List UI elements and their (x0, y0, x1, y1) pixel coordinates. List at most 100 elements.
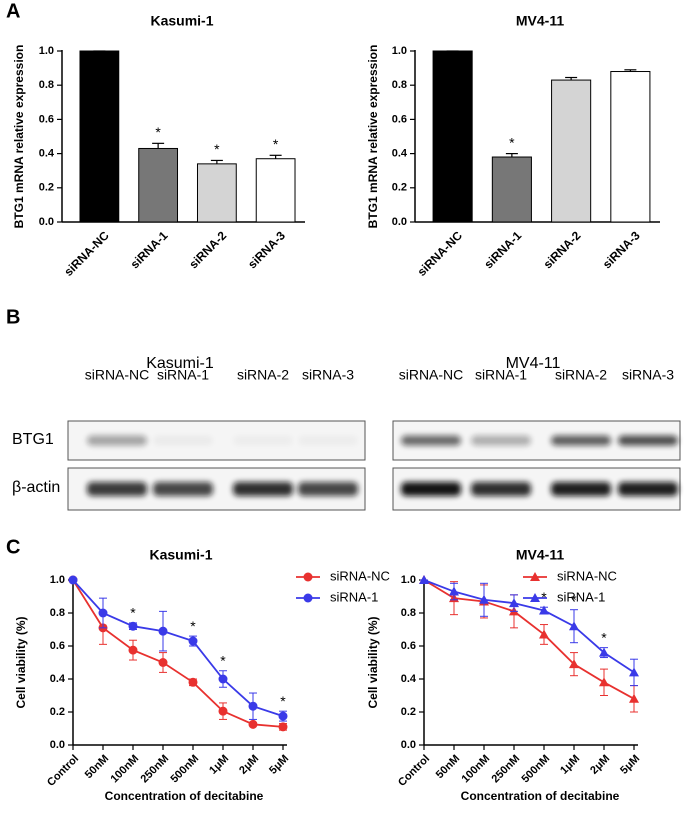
x-tick-label: 100nM (459, 753, 492, 786)
blot-band (153, 435, 213, 446)
series-line (72, 579, 284, 717)
lane-label: siRNA-2 (237, 367, 289, 383)
x-tick-label: 250nM (138, 753, 171, 786)
x-tick-label: siRNA-3 (600, 228, 643, 271)
x-tick-label: siRNA-2 (541, 228, 584, 271)
y-axis-label: BTG1 mRNA relative expression (366, 45, 380, 229)
x-tick-label: 1μM (558, 753, 582, 777)
significance-mark: * (214, 141, 220, 157)
marker (539, 605, 549, 615)
lane-label: siRNA-NC (399, 367, 464, 383)
y-tick-label: 0.4 (401, 673, 417, 685)
blot-band (87, 482, 147, 496)
y-tick-label: 0.0 (39, 216, 54, 228)
y-tick-label: 0.6 (392, 113, 407, 125)
marker (128, 645, 138, 655)
lane-label: siRNA-1 (157, 367, 209, 383)
significance-mark: * (571, 591, 577, 607)
marker (479, 594, 489, 604)
legend-marker (303, 572, 313, 582)
marker (188, 677, 198, 687)
y-tick-label: 0.4 (50, 673, 66, 685)
chart-title: Kasumi-1 (150, 13, 213, 29)
legend-label: siRNA-1 (330, 589, 378, 604)
lane-label: siRNA-3 (622, 367, 674, 383)
y-tick-label: 1.0 (392, 45, 407, 57)
significance-mark: * (509, 134, 515, 150)
series-line (423, 579, 635, 674)
lane-label: siRNA-1 (475, 367, 527, 383)
blot-band (471, 435, 531, 446)
blot-band (87, 435, 147, 446)
y-tick-label: 0.2 (401, 706, 416, 718)
blot-band (233, 436, 293, 446)
marker (248, 719, 258, 729)
marker (158, 626, 168, 636)
x-tick-label: 500nM (519, 753, 552, 786)
x-tick-label: 250nM (489, 753, 522, 786)
marker (449, 586, 459, 596)
x-tick-label: 2μM (237, 753, 261, 777)
blot-title: MV4-11 (506, 355, 561, 372)
legend-label: siRNA-NC (330, 568, 390, 583)
y-tick-label: 0.6 (401, 640, 416, 652)
panel-label: B (6, 306, 20, 328)
x-tick-label: siRNA-2 (186, 228, 229, 271)
x-tick-label: siRNA-1 (481, 228, 524, 271)
blot-band (298, 482, 358, 496)
y-tick-label: 1.0 (50, 574, 65, 586)
y-tick-label: 0.8 (401, 607, 416, 619)
marker (158, 658, 168, 667)
x-tick-label: Control (396, 753, 432, 789)
marker (68, 575, 78, 585)
y-tick-label: 0.2 (39, 182, 54, 194)
marker (128, 621, 138, 631)
marker (98, 608, 108, 618)
marker (629, 667, 639, 677)
significance-mark: * (155, 124, 161, 140)
lane-label: siRNA-NC (85, 367, 150, 383)
blot-band (618, 435, 678, 446)
blot-band (233, 482, 293, 496)
y-tick-label: 0.6 (50, 640, 65, 652)
significance-mark: * (541, 589, 547, 605)
marker (218, 706, 228, 716)
y-axis-label: Cell viability (%) (14, 616, 28, 708)
bar (432, 50, 473, 223)
legend-marker (303, 593, 313, 603)
y-tick-label: 0.8 (50, 607, 65, 619)
blot-band (298, 436, 358, 446)
y-axis-label: Cell viability (%) (366, 616, 380, 708)
legend-marker (530, 572, 540, 581)
bar (138, 147, 179, 223)
y-tick-label: 1.0 (39, 45, 54, 57)
x-tick-label: siRNA-1 (128, 228, 171, 271)
bar (255, 158, 296, 223)
significance-mark: * (130, 605, 136, 621)
marker (599, 647, 609, 657)
bar (196, 163, 237, 223)
y-tick-label: 0.4 (392, 148, 408, 160)
x-tick-label: siRNA-3 (245, 228, 288, 271)
marker (188, 636, 198, 646)
lane-label: siRNA-3 (302, 367, 354, 383)
blot-band (401, 435, 461, 446)
x-tick-label: 5μM (267, 753, 291, 777)
y-tick-label: 0.2 (50, 706, 65, 718)
row-label: β-actin (12, 479, 60, 496)
x-axis-label: Concentration of decitabine (105, 789, 264, 803)
bar (491, 156, 532, 223)
x-axis-label: Concentration of decitabine (461, 789, 620, 803)
significance-mark: * (280, 693, 286, 709)
panel-label: C (6, 536, 20, 558)
y-axis-label: BTG1 mRNA relative expression (12, 45, 26, 229)
marker (419, 575, 429, 584)
series-line (423, 579, 635, 700)
marker (629, 693, 639, 703)
chart-title: MV4-11 (516, 13, 564, 29)
x-tick-label: 500nM (168, 753, 201, 786)
x-tick-label: 50nM (434, 753, 462, 781)
bar (79, 50, 120, 223)
x-tick-label: 100nM (108, 753, 141, 786)
